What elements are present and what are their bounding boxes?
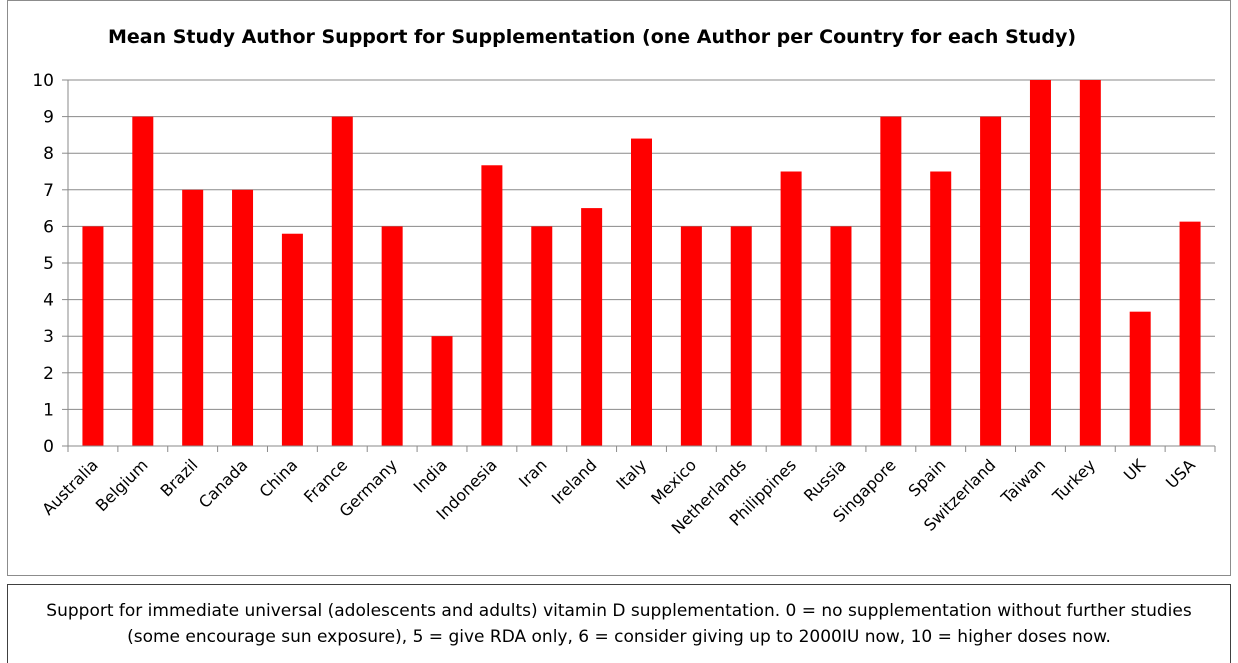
x-tick-label: India <box>410 455 451 496</box>
x-tick-label: Iran <box>515 455 551 491</box>
x-tick-label: UK <box>1120 455 1149 484</box>
bar-turkey <box>1079 80 1101 446</box>
bars <box>82 80 1201 447</box>
bar-italy <box>631 138 652 446</box>
y-axis-ticks: 0 1 2 3 4 5 6 7 8 9 10 <box>32 71 54 457</box>
y-tick-label: 0 <box>43 437 54 457</box>
y-tick-label: 5 <box>43 254 54 274</box>
y-tick-label: 4 <box>43 291 54 311</box>
bar-switzerland <box>980 116 1002 446</box>
bar-spain <box>930 171 952 446</box>
chart-title: Mean Study Author Support for Supplement… <box>108 26 1076 48</box>
y-tick-label: 2 <box>43 364 54 384</box>
chart-container: Mean Study Author Support for Supplement… <box>7 0 1231 576</box>
caption-box: Support for immediate universal (adolesc… <box>7 584 1231 663</box>
x-tick-label: China <box>255 455 301 501</box>
bar-germany <box>381 226 403 446</box>
bar-india <box>431 336 453 446</box>
y-tick-label: 8 <box>43 144 54 164</box>
bar-usa <box>1179 221 1201 446</box>
x-tick-label: Ireland <box>548 455 601 508</box>
bar-taiwan <box>1029 80 1051 446</box>
x-tick-label: Turkey <box>1048 455 1099 506</box>
x-tick-label: USA <box>1162 455 1199 492</box>
bar-uk <box>1129 311 1151 446</box>
y-tick-label: 6 <box>43 217 54 237</box>
bar-belgium <box>132 116 154 446</box>
caption-text: Support for immediate universal (adolesc… <box>46 601 1192 647</box>
bar-netherlands <box>730 226 752 446</box>
x-tick-label: Canada <box>195 455 251 511</box>
bar-france <box>331 116 353 446</box>
bar-brazil <box>182 189 204 447</box>
x-tick-label: Australia <box>38 455 101 518</box>
bar-australia <box>82 226 104 446</box>
x-tick-label: Taiwan <box>997 455 1050 508</box>
bar-canada <box>232 189 254 447</box>
y-tick-label: 3 <box>43 327 54 347</box>
x-tick-label: Belgium <box>92 455 152 515</box>
x-tick-label: Russia <box>800 455 850 505</box>
y-tick-label: 9 <box>43 108 54 128</box>
bar-philippines <box>780 171 802 446</box>
bar-china <box>281 233 303 446</box>
bar-chart: Mean Study Author Support for Supplement… <box>32 26 1216 538</box>
x-tick-label: Spain <box>905 455 950 500</box>
y-tick-label: 10 <box>32 71 54 91</box>
y-tick-label: 1 <box>43 400 54 420</box>
axes <box>67 80 1215 447</box>
bar-russia <box>830 226 852 446</box>
bar-iran <box>531 226 553 446</box>
bar-mexico <box>680 226 702 446</box>
x-tick-label: Brazil <box>156 455 201 500</box>
y-tick-label: 7 <box>43 181 54 201</box>
bar-ireland <box>581 208 603 446</box>
x-tick-label: Italy <box>612 455 650 493</box>
bar-indonesia <box>481 165 503 446</box>
bar-singapore <box>880 116 902 446</box>
